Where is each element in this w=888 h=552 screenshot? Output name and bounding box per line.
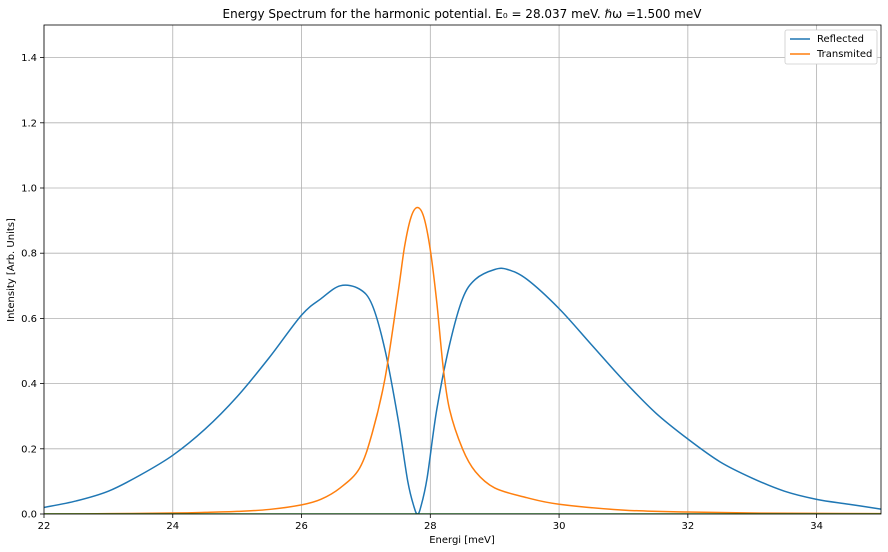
- y-axis-label: Intensity [Arb. Units]: [6, 218, 17, 322]
- transmited-line: [44, 206, 881, 514]
- x-tick-label: 32: [681, 521, 694, 532]
- plot-frame: [43, 24, 882, 515]
- series-lines: [44, 206, 881, 514]
- y-tick-label: 0.2: [21, 444, 37, 455]
- tick-labels: 22 24 26 28 30 32 34 0.0 0.2 0.4 0.6 0.8 1.0 1.2 1.4: [21, 53, 823, 532]
- x-tick-label: 34: [810, 521, 823, 532]
- legend-label-reflected: Reflected: [817, 34, 864, 45]
- chart-title: Energy Spectrum for the harmonic potenti…: [223, 7, 703, 21]
- legend: Reflected Transmited: [784, 29, 878, 65]
- x-tick-label: 30: [553, 521, 566, 532]
- x-tick-label: 24: [166, 521, 179, 532]
- y-tick-label: 0.4: [21, 379, 37, 390]
- y-tick-label: 0.0: [21, 510, 37, 521]
- legend-label-transmited: Transmited: [816, 49, 872, 60]
- x-tick-label: 26: [295, 521, 308, 532]
- y-tick-label: 0.6: [21, 314, 37, 325]
- y-tick-label: 1.2: [21, 118, 37, 129]
- y-tick-label: 0.8: [21, 249, 37, 260]
- reflected-line: [44, 267, 881, 514]
- grid: [43, 25, 881, 515]
- y-tick-label: 1.0: [21, 184, 37, 195]
- y-tick-label: 1.4: [21, 53, 37, 64]
- x-tick-label: 28: [424, 521, 437, 532]
- x-tick-label: 22: [38, 521, 51, 532]
- x-axis-label: Energi [meV]: [429, 535, 495, 546]
